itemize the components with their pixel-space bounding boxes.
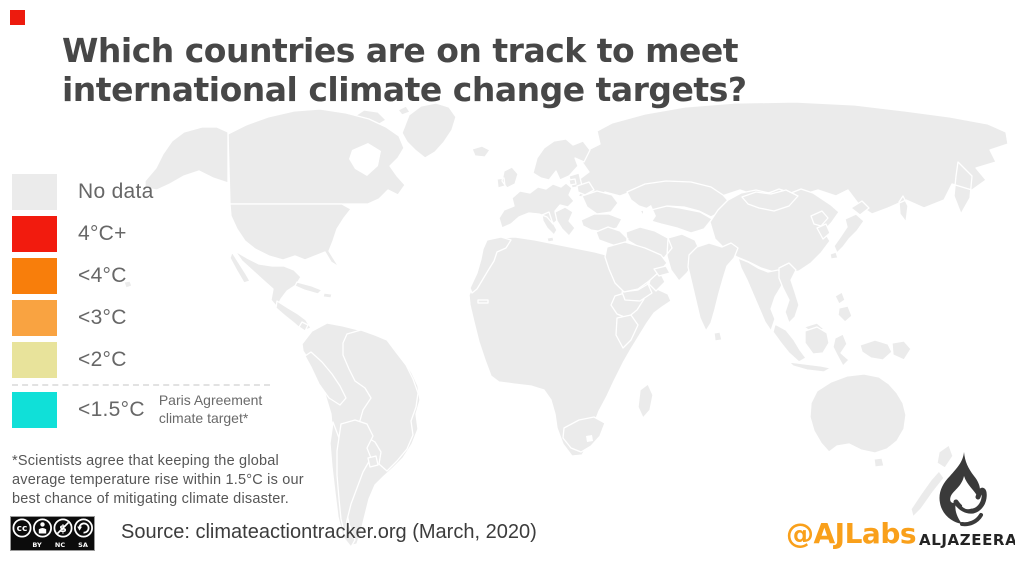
country-argentina <box>336 419 374 536</box>
country-saudi-arabia <box>604 241 668 293</box>
country-peru <box>304 351 347 406</box>
legend-row-lt2: <2°C <box>12 342 299 378</box>
country-sri-lanka <box>713 331 723 342</box>
country-mexico <box>229 250 302 308</box>
country-morocco <box>469 236 512 294</box>
country-south-korea <box>816 223 831 240</box>
paris-agreement-note: Paris Agreement climate target* <box>158 392 263 426</box>
country-china <box>709 188 840 275</box>
country-papua-new-guinea <box>891 340 912 361</box>
legend-label: No data <box>78 180 154 203</box>
country-south-africa <box>562 416 606 453</box>
lesotho-hole <box>586 435 593 442</box>
country-costa-rica <box>298 321 309 332</box>
legend-swatch-4c-plus <box>12 216 57 252</box>
brand-corner-square <box>10 10 25 25</box>
legend-row-4c-plus: 4°C+ <box>12 216 299 252</box>
legend-row-lt1-5: <1.5°C Paris Agreement climate target* <box>12 392 299 428</box>
country-mongolia <box>741 189 799 212</box>
cc-icon: cc <box>12 518 32 538</box>
country-india <box>687 242 739 332</box>
country-madagascar <box>637 383 654 419</box>
legend-swatch-lt4 <box>12 258 57 294</box>
legend-label: 4°C+ <box>78 222 127 245</box>
country-uae <box>653 265 671 277</box>
legend-label: <1.5°C <box>78 398 145 421</box>
country-turkey <box>580 213 623 233</box>
ajlabs-handle: @AJLabs <box>786 517 917 550</box>
legend-label: <4°C <box>78 264 127 287</box>
country-kaliningrad <box>568 178 577 186</box>
country-philippines <box>834 291 853 323</box>
legend-row-no-data: No data <box>12 174 299 210</box>
legend-row-lt4: <4°C <box>12 258 299 294</box>
country-belarus <box>576 181 595 196</box>
country-gambia <box>477 299 489 304</box>
legend-row-lt3: <3°C <box>12 300 299 336</box>
caspian-sea <box>643 205 656 225</box>
license-label-sa: SA <box>78 541 88 549</box>
aljazeera-logo-icon <box>939 452 987 527</box>
source-text: Source: climateactiontracker.org (March,… <box>121 521 537 543</box>
creative-commons-badge: cc $ BY NC SA <box>10 516 95 551</box>
license-label-nc: NC <box>55 541 65 549</box>
legend-label: <2°C <box>78 348 127 371</box>
country-vietnam <box>778 262 800 324</box>
license-label-by: BY <box>32 541 42 549</box>
country-scandinavia <box>532 138 591 181</box>
country-balkans <box>554 206 576 237</box>
country-brazil <box>342 329 419 472</box>
country-new-zealand <box>910 444 954 518</box>
country-alaska <box>144 126 229 191</box>
svg-text:cc: cc <box>17 524 28 534</box>
country-united-kingdom <box>496 166 519 189</box>
share-alike-icon <box>74 518 94 538</box>
country-japan <box>829 200 870 260</box>
country-australia <box>809 373 907 468</box>
country-ukraine <box>581 190 619 215</box>
aljazeera-wordmark: ALJAZEERA <box>919 531 1015 549</box>
legend-label: <3°C <box>78 306 127 329</box>
country-uruguay <box>367 455 379 468</box>
country-iceland <box>471 145 491 158</box>
country-hawaii <box>123 280 133 289</box>
hudson-bay <box>349 143 381 176</box>
country-greenland <box>401 102 457 159</box>
country-european-union <box>498 182 575 243</box>
country-usa <box>229 203 352 268</box>
country-canada <box>227 108 406 205</box>
legend-swatch-lt2 <box>12 342 57 378</box>
country-indonesia <box>772 323 893 373</box>
legend-divider <box>12 384 270 386</box>
legend-swatch-no-data <box>12 174 57 210</box>
page-title: Which countries are on track to meet int… <box>62 31 747 109</box>
legend-swatch-lt1-5 <box>12 392 57 428</box>
country-north-korea <box>810 210 829 227</box>
country-kenya <box>615 314 639 349</box>
country-caribbean <box>294 281 333 299</box>
footnote: *Scientists agree that keeping the globa… <box>12 453 304 507</box>
legend: No data 4°C+ <4°C <3°C <2°C <1.5°C Paris… <box>12 174 299 434</box>
legend-swatch-lt3 <box>12 300 57 336</box>
non-commercial-icon: $ <box>53 518 73 538</box>
attribution-icon <box>32 518 53 538</box>
